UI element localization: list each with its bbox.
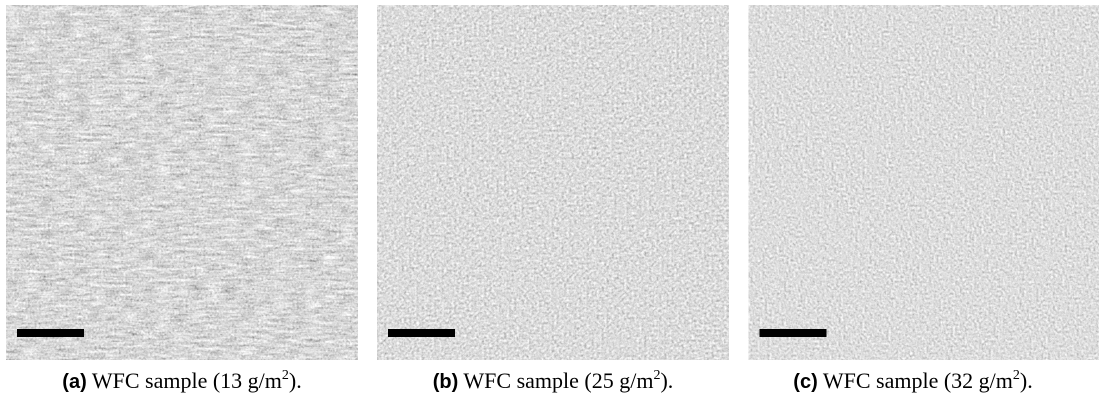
caption-end: ). [288,368,302,393]
superscript: 2 [281,368,289,383]
micrograph-c [748,5,1099,360]
caption-label: (b) [432,371,459,393]
caption-end: ). [660,368,674,393]
texture [6,5,358,360]
caption: (b) WFC sample (25 g/m2). [367,368,739,394]
caption-text: WFC sample (32 g/m [822,368,1013,393]
caption-label: (c) [793,371,818,393]
caption-text: WFC sample (13 g/m [91,368,282,393]
superscript: 2 [653,368,661,383]
superscript: 2 [1012,368,1020,383]
caption: (c) WFC sample (32 g/m2). [727,368,1099,394]
scale-bar [759,329,827,337]
caption-text: WFC sample (25 g/m [463,368,654,393]
caption: (a) WFC sample (13 g/m2). [0,368,368,394]
caption-end: ). [1019,368,1033,393]
micrograph-a [6,5,358,360]
micrograph-b [377,5,729,360]
texture [377,5,729,360]
scale-bar [388,329,455,337]
scale-bar [17,329,84,337]
texture [748,5,1099,360]
caption-label: (a) [62,371,87,393]
